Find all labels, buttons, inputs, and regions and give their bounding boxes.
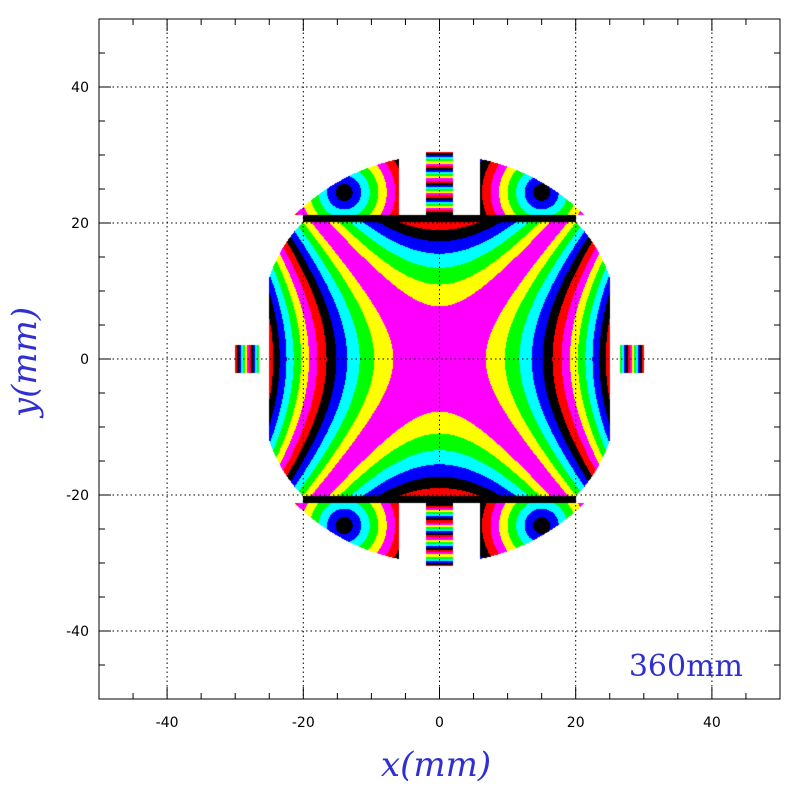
y-tick-label: 20 — [71, 216, 89, 232]
grid-lines — [99, 19, 780, 699]
contour-image — [99, 19, 780, 699]
y-axis-title: y(mm) — [5, 307, 45, 419]
distance-annotation: 360mm — [629, 649, 743, 684]
x-tick-label: -40 — [156, 715, 179, 731]
x-tick-label: -20 — [292, 715, 315, 731]
y-tick-label: 0 — [80, 352, 89, 368]
x-tick-label: 0 — [435, 715, 444, 731]
x-tick-label: 20 — [567, 715, 585, 731]
axis-ticks — [98, 18, 781, 700]
y-tick-label: 40 — [71, 80, 89, 96]
contour-map — [99, 19, 780, 699]
y-tick-label: -40 — [66, 624, 89, 640]
y-tick-label: -20 — [66, 488, 89, 504]
x-tick-label: 40 — [703, 715, 721, 731]
plot-frame — [98, 18, 781, 700]
tick-labels: -40 -20 0 20 40 -40 -20 0 20 40 — [66, 80, 721, 731]
x-axis-title: x(mm) — [381, 745, 491, 785]
